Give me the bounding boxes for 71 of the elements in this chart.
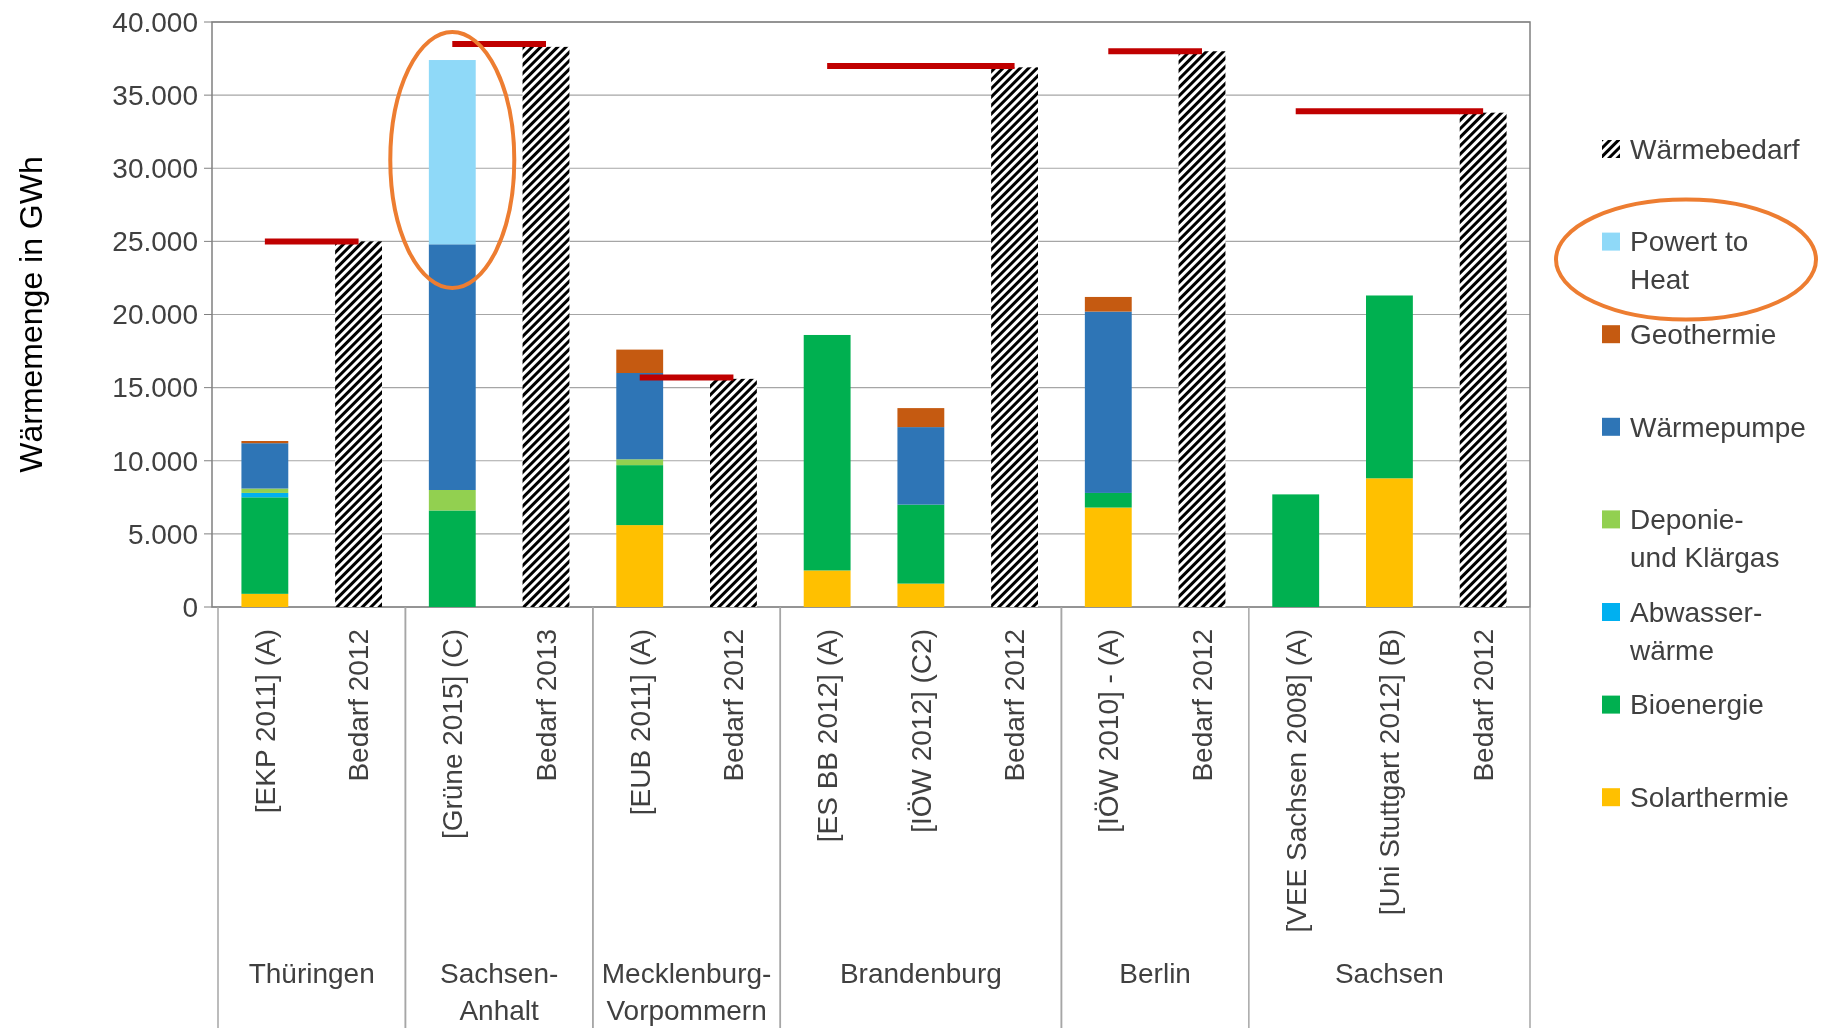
bar (897, 427, 945, 505)
legend-label: Powert to Heat (1630, 226, 1749, 296)
text: Berlin (1119, 958, 1191, 989)
bar (522, 46, 570, 607)
bar (1459, 112, 1507, 607)
bar (1366, 295, 1413, 479)
x-tick-label: [Grüne 2015] (C) (437, 629, 469, 840)
x-tick-label: Bedarf 2012 (1186, 629, 1218, 782)
bar (897, 408, 945, 428)
bar (616, 373, 664, 460)
x-tick-label: [IÖW 2010] - (A) (1093, 629, 1125, 833)
text: Mecklenburg- Vorpommern (601, 958, 772, 1026)
bar (803, 334, 851, 571)
bar (428, 60, 476, 245)
y-tick-label: 10.000 (112, 445, 198, 477)
x-tick-label: [VEE Sachsen 2008] (A) (1280, 629, 1312, 933)
legend-label: Abwasser- wärme (1629, 596, 1763, 666)
text: Brandenburg (839, 958, 1002, 989)
bar (616, 459, 664, 466)
legend-label: Wärmepumpe (1630, 411, 1806, 443)
x-tick-label: Bedarf 2012 (1467, 629, 1499, 782)
x-tick-label: [EUB 2011] (A) (624, 629, 656, 816)
x-tick-label: Bedarf 2013 (530, 629, 562, 782)
y-axis-title: Wärmemenge in GWh (13, 156, 49, 473)
bar (1084, 492, 1132, 508)
y-tick-label: 40.000 (112, 6, 198, 38)
y-tick-label: 15.000 (112, 372, 198, 404)
bar (241, 441, 289, 444)
bar (1178, 51, 1226, 607)
bar (241, 497, 289, 594)
bar (616, 349, 664, 373)
x-tick-label: [ES BB 2012] (A) (811, 629, 843, 843)
bar (241, 593, 289, 607)
legend-label: Wärmebedarf (1630, 133, 1800, 165)
bar (1366, 478, 1413, 607)
bar (428, 490, 476, 511)
legend-label: Bioenergie (1630, 689, 1764, 721)
bar (1084, 296, 1132, 312)
y-tick-label: 20.000 (112, 299, 198, 331)
bar (241, 488, 289, 493)
bar (1272, 494, 1320, 607)
legend-label: Solarthermie (1630, 782, 1789, 813)
bar (710, 378, 757, 607)
text: Sachsen- Anhalt (439, 958, 559, 1026)
bar (335, 241, 382, 607)
x-tick-label: Bedarf 2012 (343, 629, 375, 782)
bar (897, 504, 945, 584)
x-tick-label: Bedarf 2012 (999, 629, 1031, 782)
legend-label: Deponie- und Klärgas (1630, 504, 1780, 574)
y-tick-label: 25.000 (112, 226, 198, 258)
bar (897, 583, 945, 607)
x-tick-label: [IÖW 2012] (C2) (905, 629, 937, 833)
text: Thüringen (248, 958, 375, 989)
x-tick-label: [EKP 2011] (A) (249, 629, 281, 814)
x-tick-label: Bedarf 2012 (718, 629, 750, 782)
y-tick-label: 30.000 (112, 153, 198, 185)
bar (616, 465, 664, 526)
bar (1084, 311, 1132, 493)
x-tick-label: [Uni Stuttgart 2012] (B) (1374, 629, 1406, 916)
bar (428, 510, 476, 607)
y-tick-label: 35.000 (112, 79, 198, 111)
bar (991, 67, 1038, 607)
bar (241, 492, 289, 498)
y-tick-label: 5.000 (127, 518, 198, 550)
text: Sachsen (1334, 958, 1444, 989)
legend-label: Geothermie (1630, 319, 1777, 350)
bar (241, 443, 289, 489)
bar (803, 570, 851, 607)
y-tick-label: 0 (182, 591, 198, 623)
bar (1084, 507, 1132, 607)
bar (616, 525, 664, 607)
